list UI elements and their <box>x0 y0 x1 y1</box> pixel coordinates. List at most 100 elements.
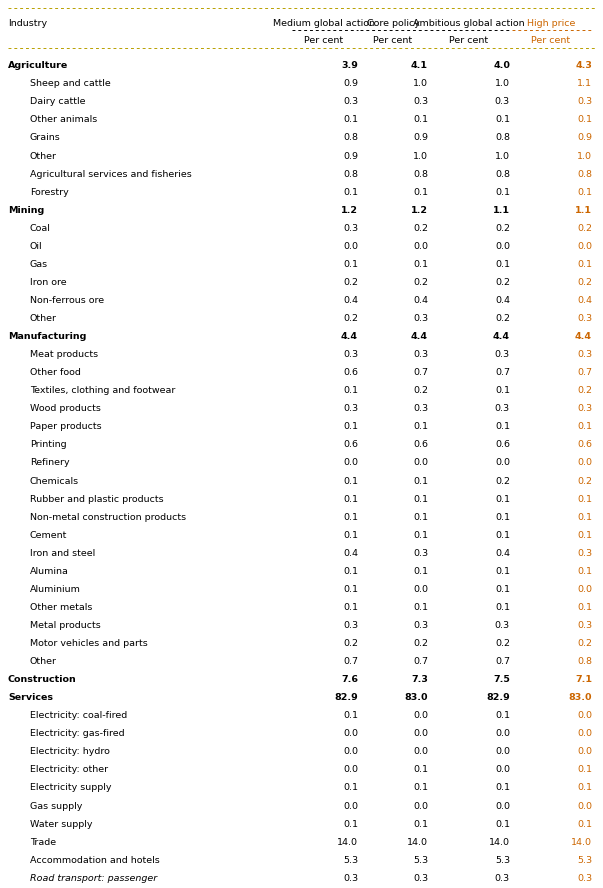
Text: Agricultural services and fisheries: Agricultural services and fisheries <box>30 170 192 178</box>
Text: Per cent: Per cent <box>449 36 488 44</box>
Text: 0.1: 0.1 <box>495 512 510 521</box>
Text: 0.3: 0.3 <box>413 621 428 630</box>
Text: 0.1: 0.1 <box>343 531 358 540</box>
Text: 0.3: 0.3 <box>577 350 592 359</box>
Text: 7.5: 7.5 <box>493 675 510 684</box>
Text: 0.3: 0.3 <box>577 404 592 413</box>
Text: 0.1: 0.1 <box>495 711 510 720</box>
Text: Core policy: Core policy <box>367 19 420 28</box>
Text: Non-ferrous ore: Non-ferrous ore <box>30 296 104 305</box>
Text: 0.2: 0.2 <box>495 639 510 648</box>
Text: 0.0: 0.0 <box>495 765 510 774</box>
Text: 0.0: 0.0 <box>495 458 510 467</box>
Text: Electricity supply: Electricity supply <box>30 783 112 792</box>
Text: 1.2: 1.2 <box>411 206 428 215</box>
Text: 4.0: 4.0 <box>493 61 510 70</box>
Text: 0.1: 0.1 <box>495 423 510 432</box>
Text: 0.3: 0.3 <box>577 549 592 558</box>
Text: 0.2: 0.2 <box>495 278 510 287</box>
Text: Forestry: Forestry <box>30 187 69 196</box>
Text: 0.1: 0.1 <box>577 765 592 774</box>
Text: 0.9: 0.9 <box>577 133 592 142</box>
Text: Grains: Grains <box>30 133 61 142</box>
Text: 0.2: 0.2 <box>413 278 428 287</box>
Text: 0.1: 0.1 <box>577 187 592 196</box>
Text: 4.3: 4.3 <box>575 61 592 70</box>
Text: 1.2: 1.2 <box>341 206 358 215</box>
Text: Rubber and plastic products: Rubber and plastic products <box>30 495 163 503</box>
Text: 1.0: 1.0 <box>577 152 592 161</box>
Text: High price: High price <box>527 19 575 28</box>
Text: 0.3: 0.3 <box>413 874 428 883</box>
Text: 0.1: 0.1 <box>495 585 510 594</box>
Text: 0.3: 0.3 <box>495 874 510 883</box>
Text: 0.1: 0.1 <box>413 603 428 612</box>
Text: 0.4: 0.4 <box>413 296 428 305</box>
Text: 0.0: 0.0 <box>495 729 510 738</box>
Text: Iron and steel: Iron and steel <box>30 549 95 558</box>
Text: Alumina: Alumina <box>30 567 69 575</box>
Text: Oil: Oil <box>30 242 43 250</box>
Text: 0.1: 0.1 <box>495 260 510 269</box>
Text: Per cent: Per cent <box>373 36 412 44</box>
Text: 0.1: 0.1 <box>343 567 358 575</box>
Text: 0.8: 0.8 <box>495 170 510 178</box>
Text: 0.1: 0.1 <box>343 603 358 612</box>
Text: 0.1: 0.1 <box>343 585 358 594</box>
Text: Ambitious global action: Ambitious global action <box>413 19 525 28</box>
Text: 0.0: 0.0 <box>577 802 592 811</box>
Text: 0.3: 0.3 <box>343 621 358 630</box>
Text: 0.1: 0.1 <box>413 477 428 486</box>
Text: 0.2: 0.2 <box>413 386 428 395</box>
Text: 4.4: 4.4 <box>493 332 510 341</box>
Text: 0.8: 0.8 <box>343 170 358 178</box>
Text: 0.6: 0.6 <box>343 440 358 449</box>
Text: 0.2: 0.2 <box>413 224 428 233</box>
Text: 0.3: 0.3 <box>343 350 358 359</box>
Text: 0.4: 0.4 <box>495 549 510 558</box>
Text: 0.1: 0.1 <box>343 711 358 720</box>
Text: 0.1: 0.1 <box>495 187 510 196</box>
Text: 5.3: 5.3 <box>413 856 428 865</box>
Text: 0.0: 0.0 <box>413 458 428 467</box>
Text: 0.0: 0.0 <box>577 711 592 720</box>
Text: 0.1: 0.1 <box>495 495 510 503</box>
Text: Per cent: Per cent <box>305 36 344 44</box>
Text: 0.3: 0.3 <box>343 98 358 107</box>
Text: 0.8: 0.8 <box>343 133 358 142</box>
Text: 0.3: 0.3 <box>343 224 358 233</box>
Text: 0.0: 0.0 <box>343 729 358 738</box>
Text: 0.2: 0.2 <box>577 477 592 486</box>
Text: 0.9: 0.9 <box>343 79 358 88</box>
Text: 0.1: 0.1 <box>413 567 428 575</box>
Text: Other: Other <box>30 314 57 323</box>
Text: Trade: Trade <box>30 837 56 846</box>
Text: 0.1: 0.1 <box>413 820 428 829</box>
Text: 0.0: 0.0 <box>413 748 428 757</box>
Text: 1.0: 1.0 <box>495 152 510 161</box>
Text: 0.1: 0.1 <box>343 783 358 792</box>
Text: 0.3: 0.3 <box>413 314 428 323</box>
Text: 0.3: 0.3 <box>577 98 592 107</box>
Text: 4.4: 4.4 <box>411 332 428 341</box>
Text: 14.0: 14.0 <box>337 837 358 846</box>
Text: 0.3: 0.3 <box>495 404 510 413</box>
Text: 0.1: 0.1 <box>577 567 592 575</box>
Text: 82.9: 82.9 <box>334 694 358 702</box>
Text: Dairy cattle: Dairy cattle <box>30 98 86 107</box>
Text: 0.7: 0.7 <box>413 369 428 377</box>
Text: 0.9: 0.9 <box>413 133 428 142</box>
Text: 0.1: 0.1 <box>343 820 358 829</box>
Text: Industry: Industry <box>8 19 47 28</box>
Text: 1.0: 1.0 <box>413 152 428 161</box>
Text: Gas: Gas <box>30 260 48 269</box>
Text: Gas supply: Gas supply <box>30 802 83 811</box>
Text: Printing: Printing <box>30 440 66 449</box>
Text: 0.2: 0.2 <box>495 477 510 486</box>
Text: 0.2: 0.2 <box>343 314 358 323</box>
Text: 0.8: 0.8 <box>577 170 592 178</box>
Text: 0.0: 0.0 <box>577 585 592 594</box>
Text: 1.1: 1.1 <box>575 206 592 215</box>
Text: Non-metal construction products: Non-metal construction products <box>30 512 186 521</box>
Text: 0.1: 0.1 <box>577 423 592 432</box>
